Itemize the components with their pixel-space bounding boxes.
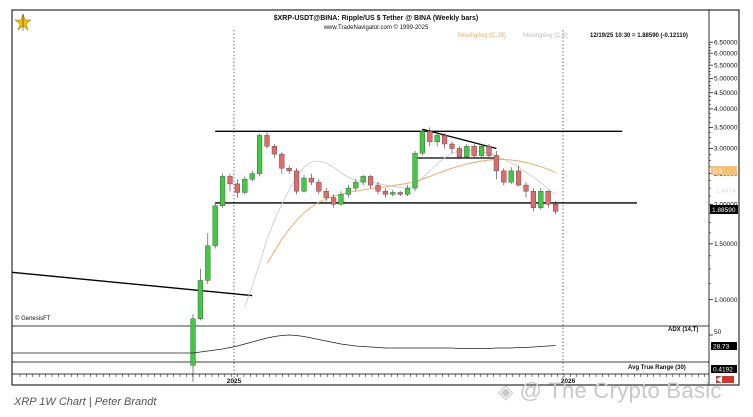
logo-icon: [14, 13, 32, 31]
adx-badge-value: 28.73: [713, 344, 730, 351]
candle-up: [249, 173, 255, 180]
y-tick-label: 6.50000: [714, 39, 738, 46]
x-label-2026: 2026: [561, 378, 576, 385]
y-tick-label: 4.00000: [714, 106, 738, 113]
adx-pane: [12, 334, 713, 354]
candle-down: [227, 176, 233, 185]
candle-down: [375, 184, 381, 192]
date-price-readout: 12/19/25 10:30 = 1.88590 (-0.12110): [590, 33, 688, 39]
candle-up: [257, 135, 263, 174]
candle-down: [530, 190, 537, 208]
candle-down: [545, 190, 551, 205]
candle-down: [516, 170, 522, 186]
trendlines: [11, 128, 637, 297]
candle-up: [405, 187, 411, 195]
candle-up: [190, 318, 196, 366]
candle-down: [271, 146, 278, 155]
atr-badge: [711, 365, 737, 373]
y-tick-label: 6.00000: [714, 50, 738, 57]
candle-up: [390, 192, 396, 195]
last-price-badge-value: 1.88590: [712, 207, 736, 214]
candle-down: [382, 190, 389, 195]
adx-badge: [711, 342, 737, 350]
copyright-label: © GenesisFT: [15, 315, 51, 322]
trendline-4: [11, 271, 253, 297]
chart-frame: [11, 9, 740, 386]
candle-up: [538, 190, 544, 208]
y-tick-label: 5.50000: [714, 62, 738, 69]
candle-up: [464, 146, 470, 158]
diamond-logo-icon: ◈: [498, 381, 520, 403]
watermark-at-icon: @: [519, 378, 549, 403]
candle-down: [449, 143, 455, 149]
candle-down: [316, 181, 322, 192]
candle-up: [434, 135, 440, 143]
candle-up: [479, 146, 485, 156]
red-arrow-icon: [716, 376, 734, 383]
y-tick-label: 3.00000: [714, 146, 738, 153]
candle-up: [205, 245, 211, 281]
candle-down: [486, 146, 492, 156]
chart-title: $XRP-USDT@BINA: Ripple/US $ Tether @ BIN…: [274, 15, 479, 22]
candle-down: [523, 184, 529, 192]
candle-down: [234, 183, 241, 193]
ma-slow-label: MovingAvg (C,35): [458, 33, 506, 39]
atr-badge-value: 0.4192: [713, 367, 733, 374]
y-tick-label: 4.50000: [714, 90, 738, 97]
ma-price-badge: [711, 166, 737, 175]
adx-label: ADX (14,T): [668, 327, 698, 333]
ma-price-badge-value: 2.3: [713, 168, 722, 175]
candle-down: [397, 192, 403, 195]
y-tick-label: 2.00000: [714, 201, 738, 208]
candle-down: [294, 170, 300, 192]
candle-up: [419, 131, 426, 154]
candle-down: [279, 153, 285, 169]
candle-down: [553, 204, 559, 212]
adx-tick-50: 50: [714, 329, 722, 336]
candle-up: [353, 181, 359, 189]
candle-down: [308, 177, 315, 183]
y-tick-label: 1.00000: [714, 297, 738, 304]
candle-down: [471, 146, 477, 156]
candle-up: [301, 177, 307, 192]
x-label-2025: 2025: [227, 378, 242, 385]
watermark-text: The Crypto Basic: [548, 378, 722, 403]
watermark: ◈ @ The Crypto Basic: [498, 378, 722, 404]
candle-down: [368, 176, 374, 186]
y-tick-label: 3.50000: [714, 125, 738, 132]
ma-fast-label: MovingAvg (C,8): [523, 33, 568, 39]
candle-up: [345, 187, 352, 195]
candle-down: [427, 131, 433, 143]
candle-up: [360, 176, 366, 183]
candle-down: [264, 135, 270, 147]
time-axis-ticks: [19, 374, 706, 377]
last-price-badge: [710, 205, 738, 214]
candle-up: [338, 194, 344, 205]
y-tick-label: 1.50000: [714, 241, 738, 248]
candle-down: [456, 148, 463, 158]
candle-up: [197, 280, 204, 320]
adx-line: [12, 334, 556, 354]
candle-down: [501, 170, 507, 183]
ma2-price-badge-value: 1.4474: [716, 188, 736, 195]
candle-down: [493, 155, 500, 172]
trendline-3: [422, 128, 497, 150]
candle-up: [508, 170, 514, 183]
candle-down: [442, 135, 448, 145]
chart-caption: XRP 1W Chart | Peter Brandt: [14, 396, 157, 408]
ma-slow-line: [266, 159, 556, 264]
chart-subtitle: www.TradeNavigator.com © 1999-2025: [323, 24, 429, 31]
candlesticks: [190, 127, 559, 382]
candle-up: [242, 179, 248, 193]
candle-up: [219, 176, 226, 206]
candle-down: [331, 197, 337, 205]
candle-down: [323, 190, 329, 198]
candle-up: [212, 205, 218, 246]
candle-up: [412, 152, 418, 189]
atr-label: Avg True Range (30): [628, 365, 686, 371]
candle-down: [286, 168, 292, 172]
y-tick-label: 5.00000: [714, 75, 738, 82]
